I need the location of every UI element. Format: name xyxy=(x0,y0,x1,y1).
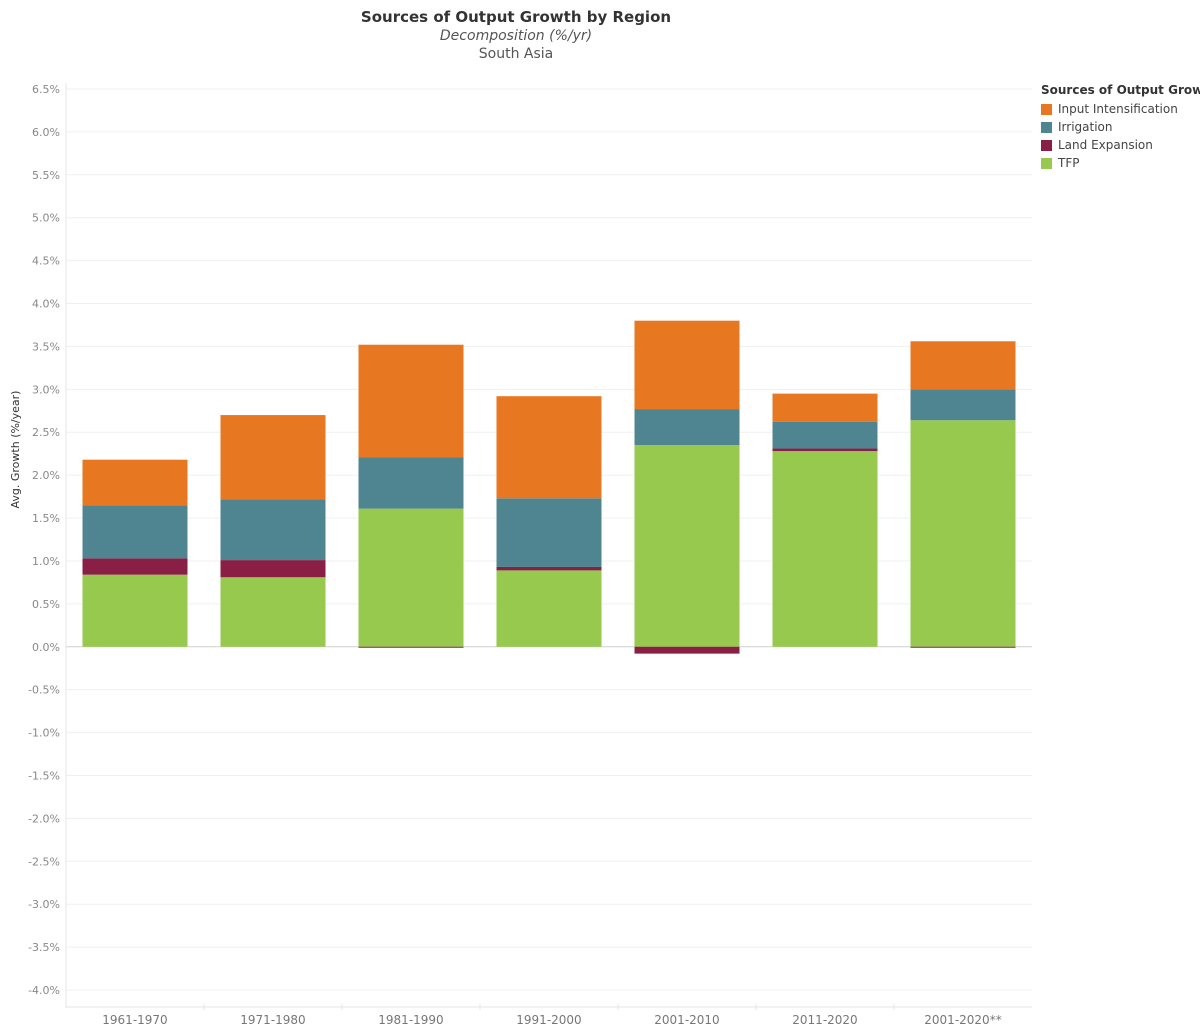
bar-segment-land-expansion[interactable] xyxy=(496,566,602,571)
y-tick-label: 1.5% xyxy=(32,512,60,525)
y-tick-label: -1.5% xyxy=(28,769,60,782)
bar-segment-input-intensification[interactable] xyxy=(772,393,878,422)
x-tick-label: 1971-1980 xyxy=(240,1013,305,1027)
bar-segment-input-intensification[interactable] xyxy=(358,344,464,458)
bar-segment-tfp[interactable] xyxy=(772,451,878,647)
bar-segment-tfp[interactable] xyxy=(496,570,602,647)
y-tick-label: 3.0% xyxy=(32,383,60,396)
bar-segment-land-expansion[interactable] xyxy=(910,646,1016,648)
x-tick-label: 2001-2020** xyxy=(924,1013,1001,1027)
legend-swatch xyxy=(1041,157,1052,169)
legend-swatch xyxy=(1041,121,1052,133)
y-tick-label: 3.5% xyxy=(32,340,60,353)
bar-segment-irrigation[interactable] xyxy=(496,498,602,567)
legend-item[interactable]: Input Intensification xyxy=(1041,100,1200,118)
bar-segment-input-intensification[interactable] xyxy=(82,459,188,506)
bar-segment-tfp[interactable] xyxy=(910,420,1016,647)
x-tick-label: 2001-2010 xyxy=(654,1013,719,1027)
y-tick-label: 5.5% xyxy=(32,169,60,182)
legend-label: Land Expansion xyxy=(1058,138,1153,152)
legend-swatch xyxy=(1041,139,1052,151)
y-axis-title: Avg. Growth (%/year) xyxy=(9,391,22,509)
bar-segment-land-expansion[interactable] xyxy=(82,558,188,575)
y-tick-label: -2.0% xyxy=(28,812,60,825)
chart-title: Sources of Output Growth by Region xyxy=(360,8,672,26)
y-tick-label: 6.0% xyxy=(32,126,60,139)
y-tick-label: 0.0% xyxy=(32,641,60,654)
y-tick-label: 2.5% xyxy=(32,426,60,439)
bar-segment-tfp[interactable] xyxy=(634,445,740,647)
y-tick-label: 6.5% xyxy=(32,83,60,96)
bar-segment-irrigation[interactable] xyxy=(82,505,188,559)
y-tick-label: -0.5% xyxy=(28,684,60,697)
y-tick-label: -1.0% xyxy=(28,727,60,740)
bar-segment-land-expansion[interactable] xyxy=(358,646,464,648)
bar-segment-input-intensification[interactable] xyxy=(220,415,326,500)
x-tick-label: 1961-1970 xyxy=(102,1013,167,1027)
bar-segment-land-expansion[interactable] xyxy=(772,448,878,452)
bar-segment-input-intensification[interactable] xyxy=(496,396,602,499)
bar-segment-irrigation[interactable] xyxy=(772,421,878,449)
bar-segment-input-intensification[interactable] xyxy=(634,320,740,410)
bar-segment-input-intensification[interactable] xyxy=(910,341,1016,390)
chart-subtitle: Decomposition (%/yr) xyxy=(439,28,593,44)
legend-swatch xyxy=(1041,103,1052,115)
legend-item[interactable]: Land Expansion xyxy=(1041,136,1200,154)
chart-header: Sources of Output Growth by Region Decom… xyxy=(0,6,1032,62)
bar-segment-irrigation[interactable] xyxy=(220,499,326,561)
legend-label: Irrigation xyxy=(1058,120,1113,134)
x-tick-label: 2011-2020 xyxy=(792,1013,857,1027)
y-tick-label: 4.5% xyxy=(32,255,60,268)
legend-item[interactable]: TFP xyxy=(1041,154,1200,172)
x-tick-label: 1991-2000 xyxy=(516,1013,581,1027)
bar-segment-irrigation[interactable] xyxy=(358,457,464,509)
bar-segment-tfp[interactable] xyxy=(358,508,464,647)
legend-title: Sources of Output Growth xyxy=(1041,83,1200,97)
bar-segment-irrigation[interactable] xyxy=(634,409,740,446)
region-label: South Asia xyxy=(478,46,554,62)
legend-item[interactable]: Irrigation xyxy=(1041,118,1200,136)
y-tick-label: -4.0% xyxy=(28,984,60,997)
bar-segment-land-expansion[interactable] xyxy=(220,560,326,578)
bar-segment-tfp[interactable] xyxy=(220,577,326,647)
y-tick-label: 2.0% xyxy=(32,469,60,482)
y-tick-label: -3.5% xyxy=(28,941,60,954)
y-tick-label: -3.0% xyxy=(28,898,60,911)
y-tick-label: 5.0% xyxy=(32,212,60,225)
y-tick-label: 0.5% xyxy=(32,598,60,611)
y-tick-label: 4.0% xyxy=(32,298,60,311)
stacked-bar-chart: -4.0% -3.5% -3.0% -2.5% -2.0% -1.5% -1.0% -0.5%… xyxy=(9,83,1032,1027)
bar-segment-land-expansion[interactable] xyxy=(634,646,740,654)
x-tick-label: 1981-1990 xyxy=(378,1013,443,1027)
y-tick-label: 1.0% xyxy=(32,555,60,568)
legend-label: TFP xyxy=(1058,156,1080,170)
legend: Sources of Output Growth Input Intensifi… xyxy=(1041,83,1200,172)
legend-label: Input Intensification xyxy=(1058,102,1178,116)
bar-segment-irrigation[interactable] xyxy=(910,389,1016,421)
bar-segment-tfp[interactable] xyxy=(82,574,188,647)
y-tick-label: -2.5% xyxy=(28,855,60,868)
